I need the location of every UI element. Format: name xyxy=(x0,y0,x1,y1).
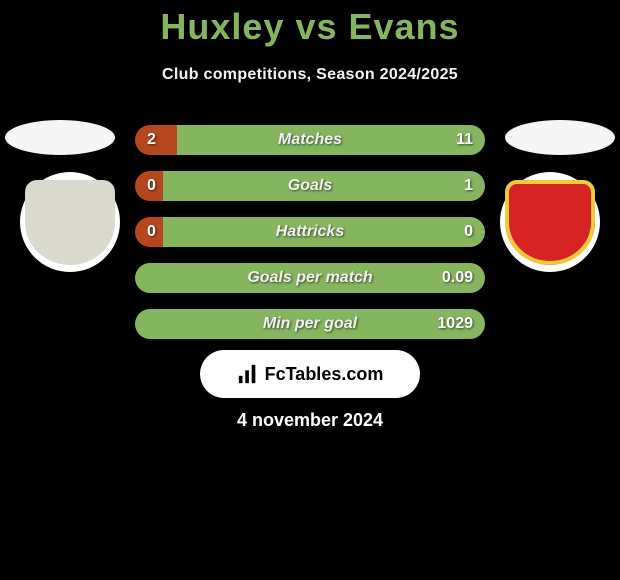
stat-bar-goals: 0Goals1 xyxy=(135,171,485,201)
snapshot-date: 4 november 2024 xyxy=(0,410,620,431)
right-club-crest xyxy=(500,172,600,272)
stat-bar-hattricks: 0Hattricks0 xyxy=(135,217,485,247)
fctables-logo: FcTables.com xyxy=(200,350,420,398)
comparison-bars: 2Matches110Goals10Hattricks0Goals per ma… xyxy=(135,125,485,355)
stat-value-left: 2 xyxy=(147,131,185,149)
left-name-oval xyxy=(5,120,115,155)
stat-value-right: 11 xyxy=(435,131,473,149)
stat-label: Matches xyxy=(185,131,435,149)
left-club-crest xyxy=(20,172,120,272)
stat-label: Min per goal xyxy=(185,315,435,333)
stat-value-right: 1029 xyxy=(435,315,473,333)
stat-label: Hattricks xyxy=(185,223,435,241)
stat-value-right: 0 xyxy=(435,223,473,241)
left-crest-shield xyxy=(25,180,115,265)
right-crest-shield xyxy=(505,180,595,265)
stat-value-right: 0.09 xyxy=(435,269,473,287)
stat-bar-min-per-goal: Min per goal1029 xyxy=(135,309,485,339)
right-name-oval xyxy=(505,120,615,155)
stat-value-left: 0 xyxy=(147,177,185,195)
stat-value-left: 0 xyxy=(147,223,185,241)
stat-value-right: 1 xyxy=(435,177,473,195)
stat-bar-goals-per-match: Goals per match0.09 xyxy=(135,263,485,293)
page-title: Huxley vs Evans xyxy=(0,0,620,48)
stat-label: Goals xyxy=(185,177,435,195)
subtitle: Club competitions, Season 2024/2025 xyxy=(0,66,620,84)
stat-bar-matches: 2Matches11 xyxy=(135,125,485,155)
fctables-text: FcTables.com xyxy=(265,364,384,385)
stat-label: Goals per match xyxy=(185,269,435,287)
bar-chart-icon xyxy=(237,363,259,385)
